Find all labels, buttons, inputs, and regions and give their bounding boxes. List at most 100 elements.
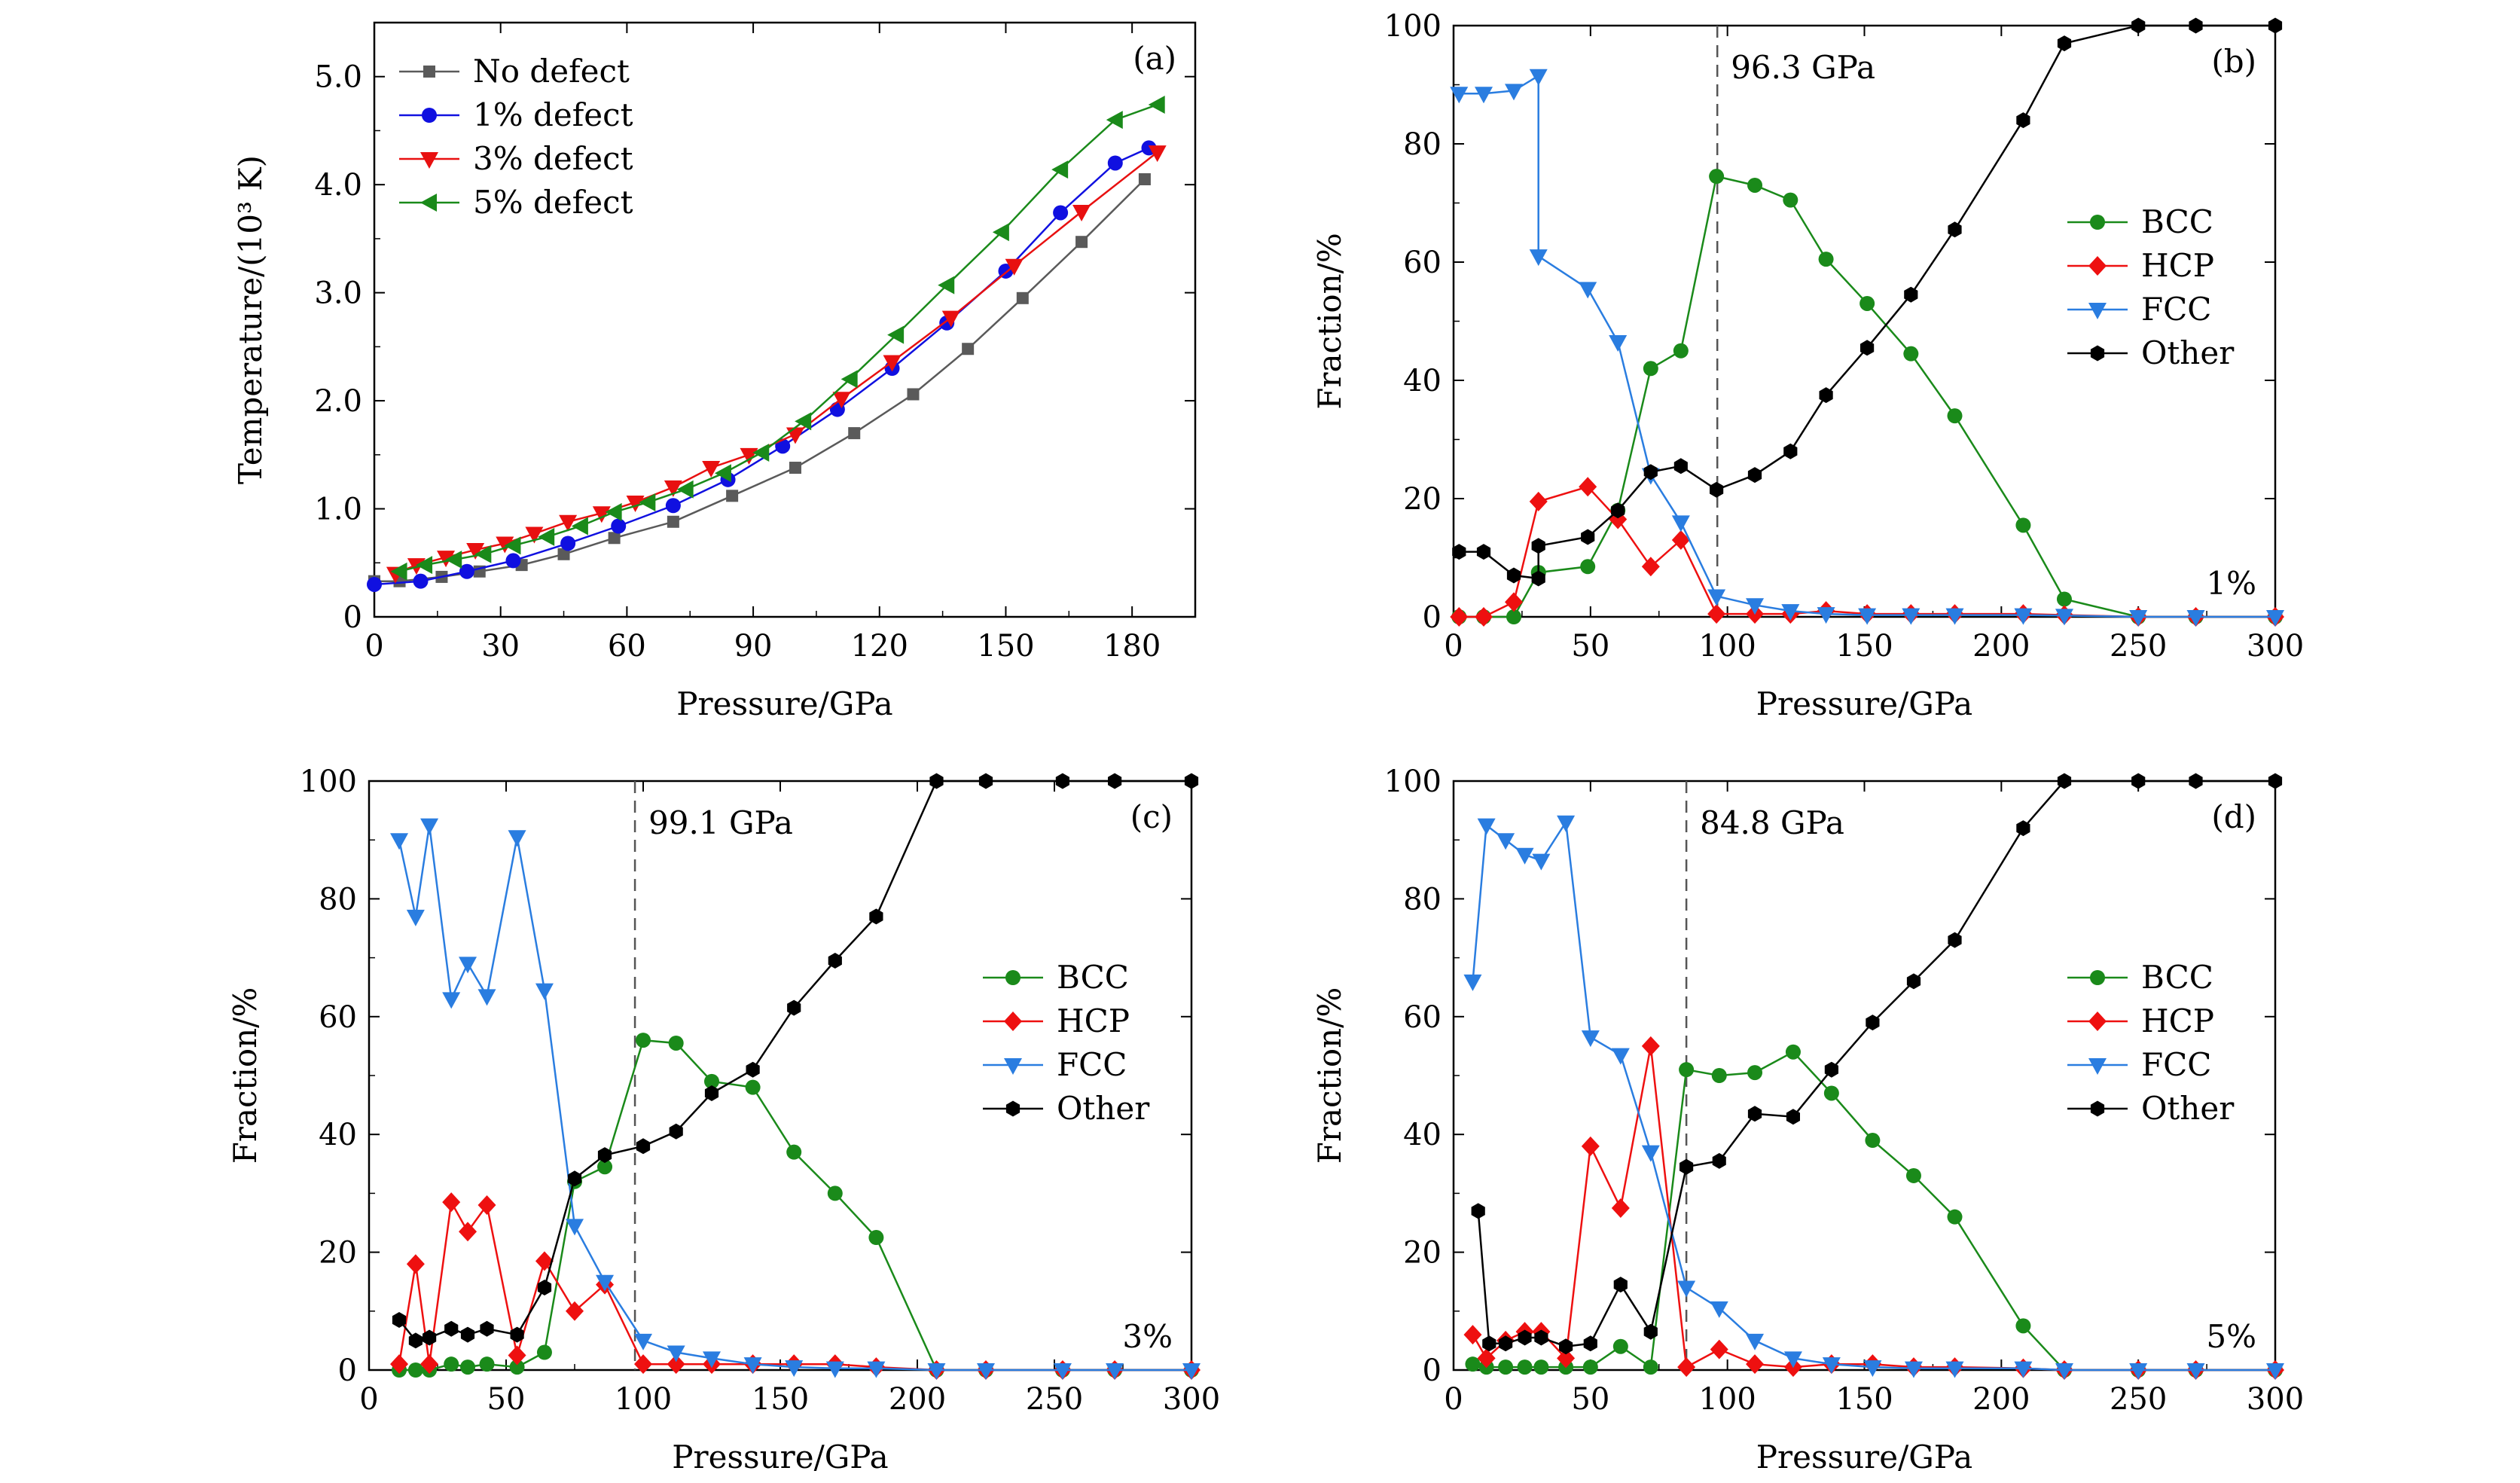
data-point-fcc	[1532, 853, 1551, 871]
data-point-hcp	[535, 1251, 554, 1271]
series-layer	[390, 773, 1201, 1380]
data-point-bcc	[407, 1362, 423, 1378]
data-point-other	[1643, 1323, 1658, 1340]
data-point-other	[1906, 973, 1921, 990]
data-point-1-defect	[459, 563, 474, 579]
data-point-other	[460, 1326, 475, 1343]
data-point-fcc	[2186, 1363, 2205, 1380]
data-point-other	[704, 1085, 719, 1101]
data-point-other	[1712, 1152, 1726, 1169]
data-point-bcc	[1582, 1359, 1598, 1375]
legend-label-other: Other	[2141, 1090, 2235, 1127]
data-point-bcc	[1818, 252, 1834, 267]
data-point-other	[2057, 773, 2072, 789]
y-axis-title: Fraction/%	[1311, 233, 1348, 410]
y-tick-label: 0	[1423, 600, 1442, 635]
data-point-no-defect	[1075, 236, 1088, 249]
data-point-bcc	[2056, 591, 2072, 607]
data-point-other	[1499, 1335, 1513, 1352]
legend-marker-other	[1005, 1100, 1021, 1117]
legend-marker-hcp	[2088, 1012, 2107, 1031]
y-tick-label: 0	[343, 600, 362, 635]
data-point-other	[1581, 529, 1595, 545]
data-point-bcc	[2015, 1318, 2031, 1334]
data-point-1-defect	[665, 498, 681, 514]
x-tick-label: 150	[1835, 1382, 1893, 1417]
legend-label-other: Other	[1057, 1090, 1150, 1127]
data-point-other	[423, 1329, 437, 1346]
data-point-bcc	[668, 1035, 684, 1051]
data-point-other	[2016, 112, 2030, 129]
data-point-3-defect	[1072, 205, 1091, 222]
x-tick-label: 100	[1698, 1382, 1756, 1417]
data-point-hcp	[1611, 1198, 1630, 1218]
x-tick-label: 200	[889, 1382, 946, 1417]
y-tick-label: 20	[319, 1236, 357, 1271]
data-point-fcc	[2186, 610, 2205, 627]
data-point-5-defect	[474, 545, 492, 563]
data-point-bcc	[597, 1159, 613, 1175]
series-layer	[1463, 773, 2284, 1380]
data-point-other	[1747, 467, 1762, 484]
x-tick-label: 180	[1103, 629, 1161, 664]
data-point-fcc	[1496, 833, 1515, 850]
data-point-bcc	[1498, 1359, 1514, 1375]
data-point-fcc	[1450, 87, 1469, 104]
data-point-other	[510, 1326, 524, 1343]
data-point-fcc	[406, 909, 425, 926]
x-tick-label: 250	[2110, 1382, 2167, 1417]
data-point-other	[2131, 17, 2146, 34]
data-point-hcp	[667, 1354, 685, 1375]
x-tick-label: 50	[1571, 1382, 1609, 1417]
legend-marker-fcc	[2088, 303, 2107, 319]
data-point-5-defect	[639, 493, 656, 511]
data-point-hcp	[390, 1354, 409, 1375]
x-tick-label: 300	[1163, 1382, 1220, 1417]
data-point-no-defect	[907, 388, 920, 401]
data-point-hcp	[1677, 1357, 1696, 1378]
x-tick-label: 250	[2110, 629, 2167, 664]
y-tick-label: 100	[1384, 764, 1442, 799]
data-point-bcc	[745, 1079, 761, 1095]
data-point-hcp	[420, 1354, 439, 1375]
series-line-hcp	[398, 1199, 1191, 1372]
legend-marker-other	[2090, 345, 2105, 362]
y-tick-label: 20	[1403, 482, 1442, 517]
transition-pressure-label: 96.3 GPa	[1731, 49, 1875, 86]
data-point-fcc	[1902, 608, 1921, 625]
y-tick-label: 3.0	[314, 276, 362, 311]
data-point-other	[1948, 221, 1962, 238]
legend-marker-bcc	[2090, 215, 2105, 230]
data-point-fcc	[667, 1345, 685, 1362]
data-point-other	[1613, 1277, 1628, 1293]
data-point-5-defect	[504, 536, 521, 555]
data-point-bcc	[1747, 177, 1763, 193]
data-point-1-defect	[367, 576, 382, 592]
data-point-hcp	[1505, 592, 1524, 612]
data-point-no-defect	[1138, 173, 1151, 186]
data-point-bcc	[1612, 1338, 1628, 1354]
data-point-3-defect	[1005, 258, 1024, 276]
series-line-1-defect	[374, 147, 1150, 586]
legend-label-fcc: FCC	[1057, 1046, 1127, 1083]
data-point-other	[1471, 1203, 1485, 1219]
panel-a-temperature-vs-pressure: 0 30 60 90 120 150 180 0 1.0 2.0 3.0 4.0 5.0 Pressure…	[232, 21, 1197, 722]
data-point-hcp	[1710, 1339, 1728, 1359]
panel-label: (c)	[1130, 798, 1173, 835]
data-point-other	[746, 1061, 760, 1078]
data-point-other	[1531, 570, 1545, 587]
data-point-fcc	[508, 830, 526, 847]
data-point-other	[2268, 17, 2283, 34]
x-tick-label: 0	[1444, 629, 1463, 664]
data-point-bcc	[1679, 1062, 1695, 1078]
x-tick-label: 100	[615, 1382, 672, 1417]
data-point-bcc	[1785, 1044, 1801, 1060]
data-point-other	[1506, 567, 1521, 584]
x-tick-label: 200	[1972, 629, 2030, 664]
data-point-fcc	[442, 992, 461, 1009]
x-axis-title: Pressure/GPa	[672, 1439, 888, 1475]
data-point-fcc	[1515, 847, 1534, 865]
y-tick-label: 20	[1403, 1236, 1442, 1271]
series-line-no-defect	[374, 179, 1146, 582]
